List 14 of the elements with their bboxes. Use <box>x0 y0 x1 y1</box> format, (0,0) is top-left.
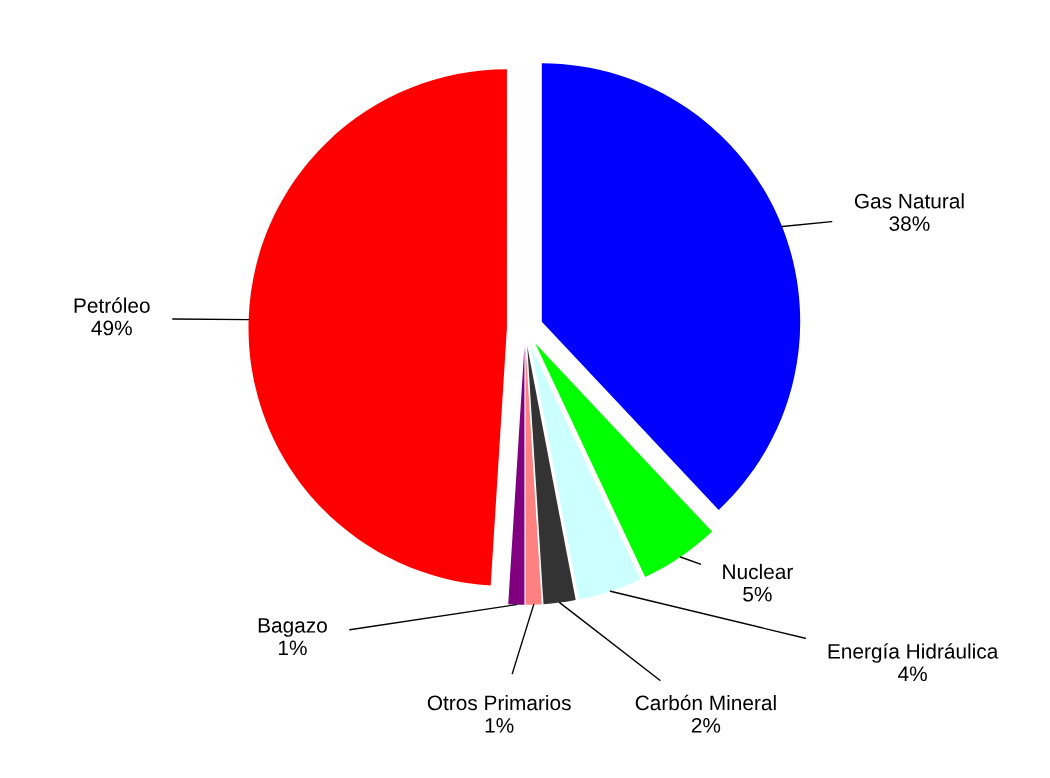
slice-label: Nuclear <box>723 563 793 580</box>
slice-label: Gas Natural <box>854 193 964 209</box>
slice-label: Carbón Mineral <box>635 694 776 711</box>
data-label: 5% <box>743 586 772 602</box>
data-label: 38% <box>889 216 930 231</box>
slice-label: Energía Hidráulica <box>828 643 999 663</box>
data-label: 1% <box>278 640 307 656</box>
slice-label: Petróleo <box>74 297 150 313</box>
data-label: 1% <box>485 718 514 733</box>
slice-label: Bagazo <box>258 618 327 637</box>
data-label: 4% <box>898 666 927 682</box>
slice-label: Otros Primarios <box>427 694 571 711</box>
data-label: 2% <box>691 717 721 733</box>
data-label: 49% <box>91 320 132 336</box>
